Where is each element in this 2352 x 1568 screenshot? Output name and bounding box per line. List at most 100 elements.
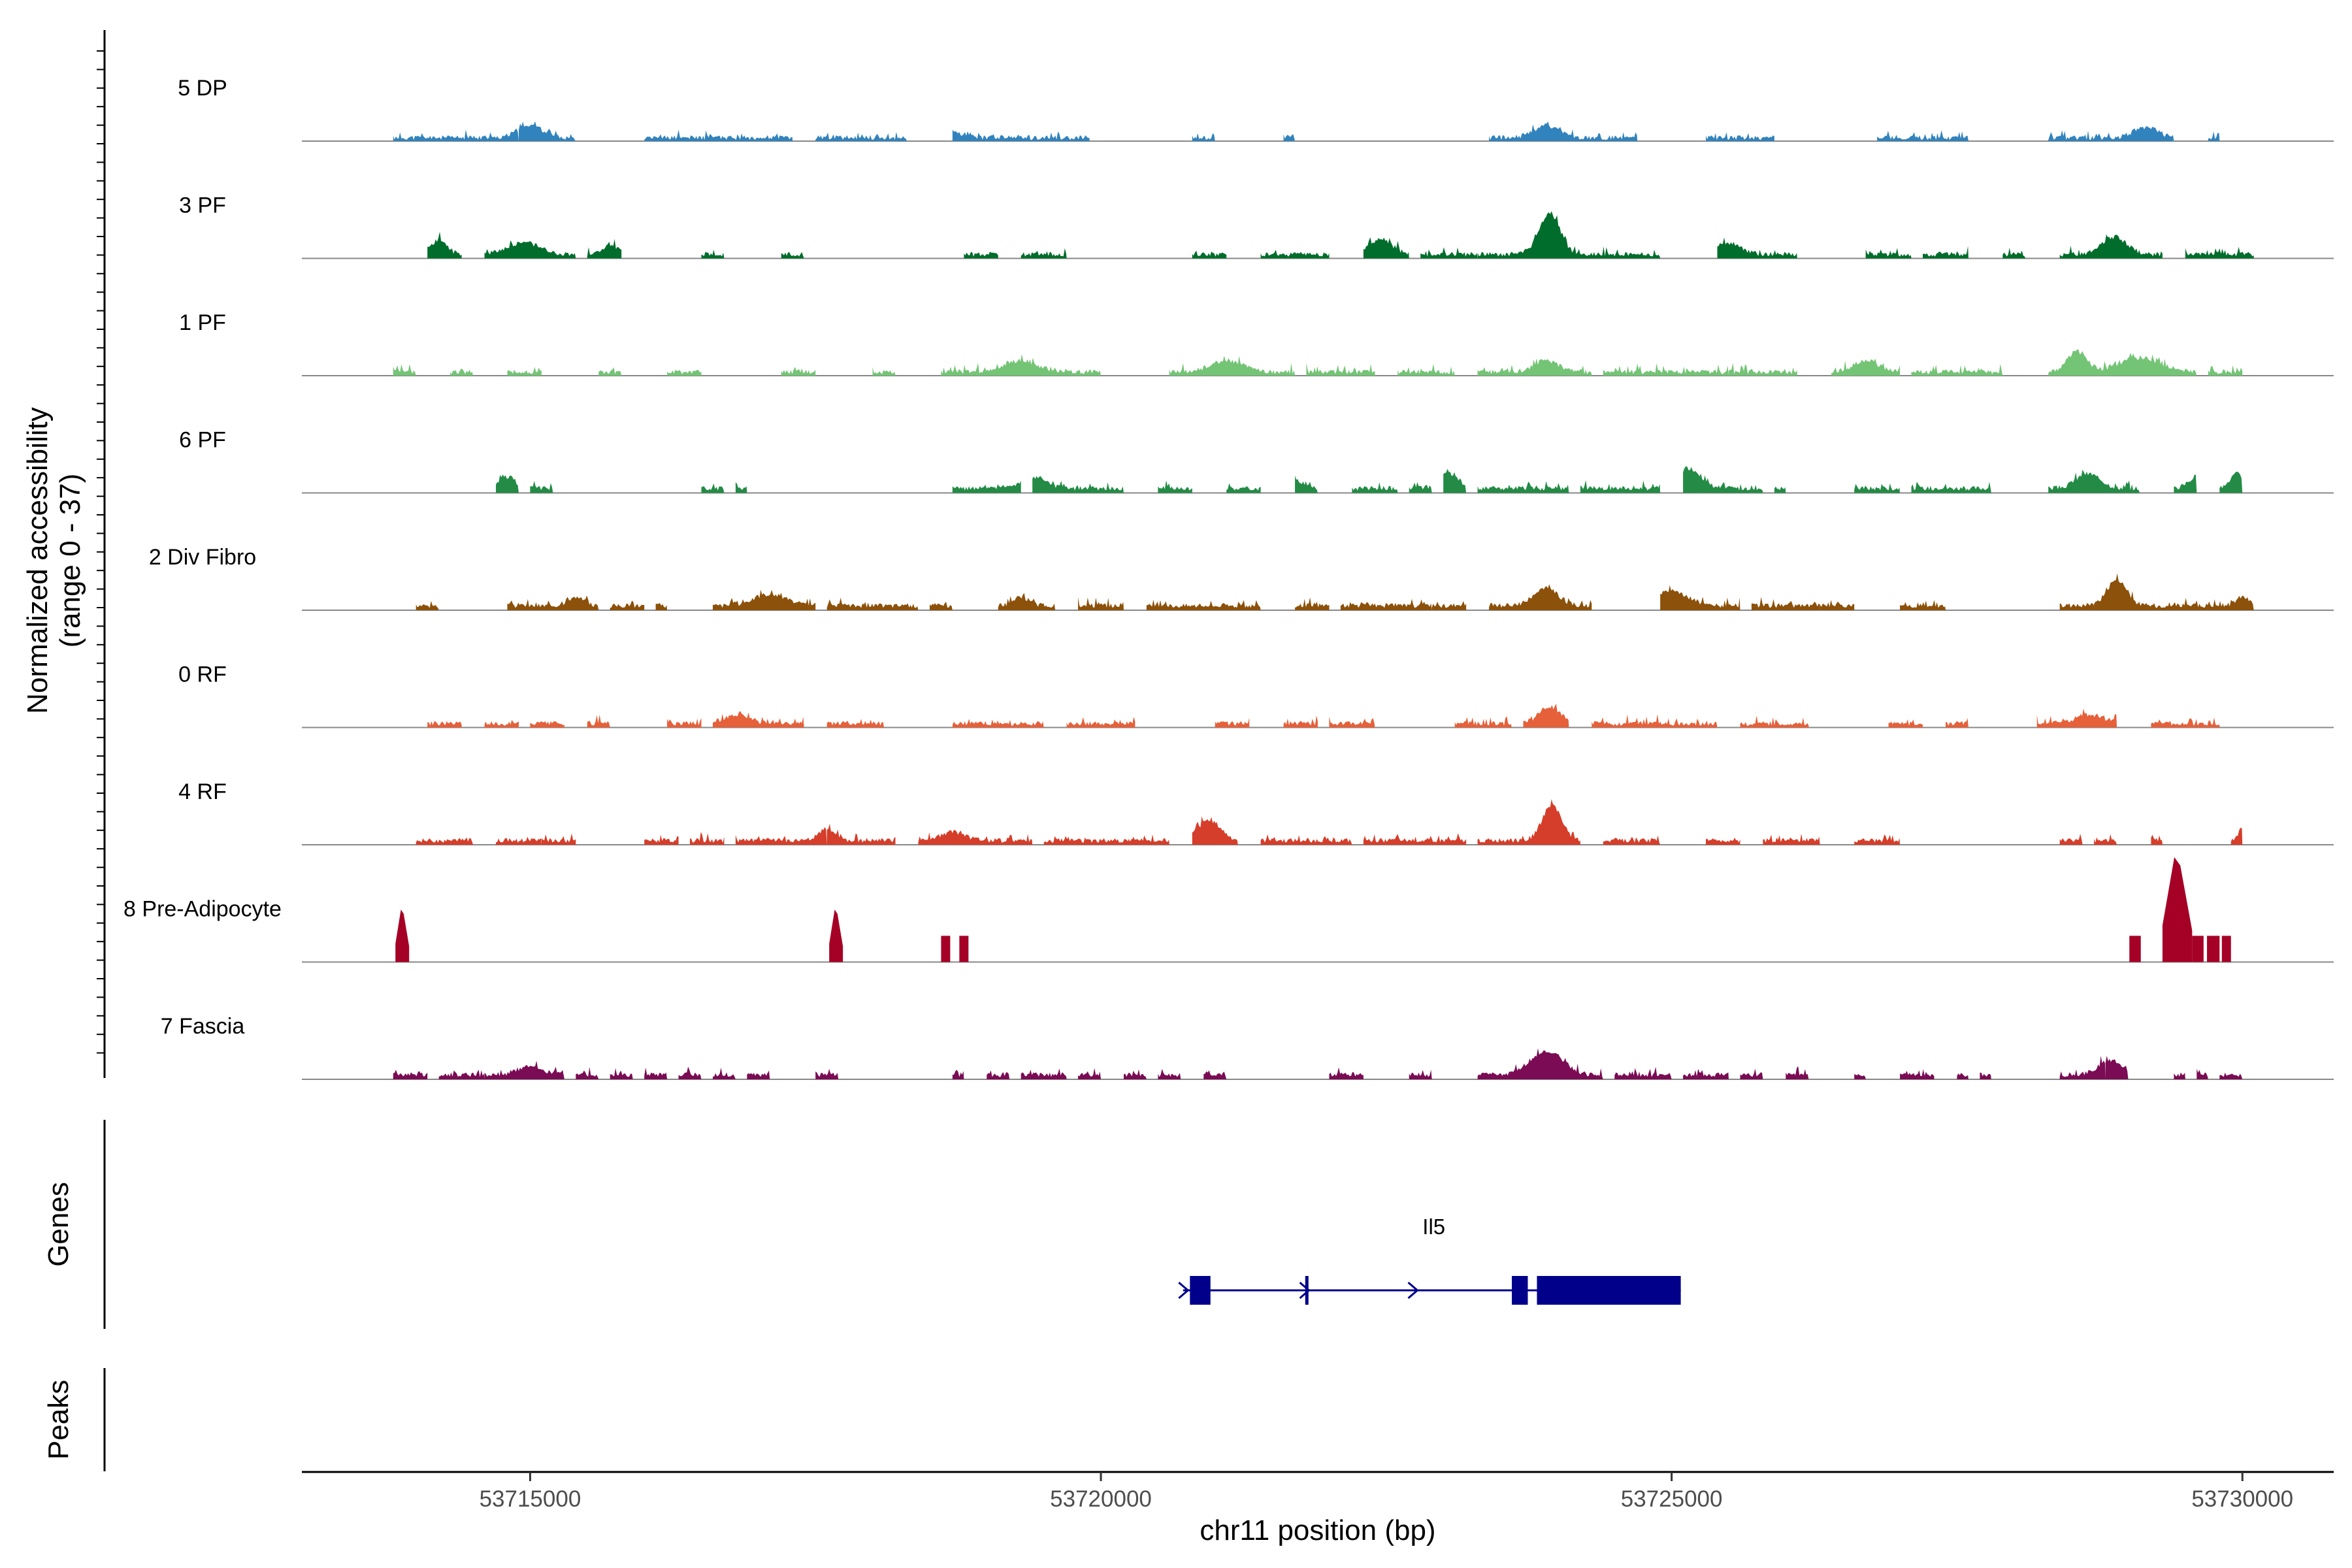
coverage-region	[1021, 248, 1067, 259]
gene-strand-arrow	[1178, 1281, 1190, 1299]
x-axis-tick-label: 53720000	[1050, 1486, 1152, 1512]
track-7-fascia: 7 Fascia	[161, 1014, 2334, 1080]
coverage-region	[1740, 1068, 1763, 1079]
coverage-region	[1123, 1069, 1147, 1079]
coverage-region	[1911, 482, 1991, 493]
track-label: 7 Fascia	[161, 1014, 245, 1039]
track-5-dp: 5 DP	[178, 76, 2334, 142]
coverage-region	[1192, 816, 1238, 845]
coverage-region	[1911, 364, 2003, 376]
coverage-region	[1477, 211, 1661, 259]
coverage-region	[1066, 717, 1135, 728]
coverage-region	[655, 602, 668, 610]
coverage-region	[1169, 355, 1296, 376]
coverage-block	[2162, 857, 2193, 962]
coverage-region	[2105, 1056, 2129, 1079]
coverage-region	[541, 833, 576, 845]
x-axis-tick-label: 53715000	[480, 1486, 581, 1512]
coverage-region	[1706, 132, 1774, 141]
track-3-pf: 3 PF	[179, 193, 2334, 259]
coverage-region	[1592, 714, 1718, 728]
coverage-region	[2174, 474, 2197, 493]
track-2-div-fibro: 2 Div Fibro	[149, 545, 2334, 611]
coverage-region	[1477, 358, 1592, 376]
coverage-region	[998, 593, 1056, 610]
coverage-region	[1900, 1069, 1935, 1079]
coverage-region	[598, 367, 622, 376]
coverage-region	[427, 721, 462, 728]
coverage-region	[1329, 1067, 1364, 1079]
coverage-region	[496, 474, 519, 493]
coverage-region	[1512, 799, 1580, 845]
coverage-region	[1763, 834, 1820, 845]
coverage-region	[929, 602, 953, 610]
coverage-region	[2094, 573, 2254, 610]
coverage-region	[678, 1066, 702, 1079]
coverage-block	[2221, 936, 2231, 962]
coverage-region	[2048, 125, 2174, 141]
coverage-region	[735, 482, 747, 493]
coverage-region	[1043, 836, 1135, 845]
coverage-region	[952, 480, 1021, 493]
coverage-block	[2192, 936, 2204, 962]
coverage-region	[1477, 481, 1569, 493]
track-label: 8 Pre-Adipocyte	[123, 897, 282, 922]
x-axis-title: chr11 position (bp)	[1200, 1514, 1435, 1546]
gene-strand-arrow	[1299, 1281, 1311, 1299]
coverage-block	[395, 909, 410, 962]
coverage-region	[427, 231, 462, 259]
coverage-region	[1854, 483, 1901, 493]
coverage-region	[1751, 596, 1820, 610]
coverage-region	[587, 238, 622, 259]
track-6-pf: 6 PF	[179, 428, 2334, 494]
x-axis-tick-label: 53730000	[2191, 1486, 2293, 1512]
coverage-region	[1614, 1066, 1672, 1079]
coverage-region	[1032, 476, 1124, 493]
track-8-pre-adipocyte: 8 Pre-Adipocyte	[123, 857, 2334, 963]
y-axis-title-line1: Normalized accessibility	[22, 407, 54, 713]
coverage-region	[952, 1070, 964, 1079]
coverage-region	[1477, 838, 1512, 845]
coverage-region	[1717, 237, 1797, 259]
gene-exon	[1190, 1276, 1211, 1305]
coverage-region	[2094, 834, 2117, 845]
coverage-region	[1078, 1068, 1102, 1079]
coverage-region	[1420, 247, 1478, 259]
coverage-region	[587, 715, 610, 728]
coverage-region	[1945, 718, 1968, 728]
coverage-region	[952, 129, 1090, 141]
coverage-region	[644, 1068, 668, 1079]
coverage-region	[781, 367, 816, 376]
gene-exon	[1305, 1276, 1309, 1305]
coverage-region	[1786, 1066, 1809, 1079]
peaks-panel-title: Peaks	[42, 1380, 74, 1460]
coverage-region	[1283, 715, 1318, 728]
coverage-region	[952, 719, 1044, 728]
coverage-region	[1831, 358, 1901, 376]
coverage-region	[530, 481, 553, 493]
coverage-region	[610, 600, 645, 610]
coverage-region	[1397, 364, 1455, 376]
coverage-region	[1306, 363, 1375, 376]
coverage-region	[712, 589, 816, 610]
coverage-region	[450, 837, 474, 845]
coverage-region	[815, 1069, 839, 1079]
coverage-region	[2059, 834, 2083, 845]
coverage-region	[1363, 237, 1409, 259]
coverage-region	[1900, 600, 1946, 610]
coverage-region	[872, 367, 896, 376]
coverage-region	[826, 597, 919, 610]
coverage-region	[735, 827, 827, 845]
coverage-region	[1660, 585, 1740, 610]
coverage-region	[1295, 475, 1318, 493]
coverage-region	[1146, 599, 1261, 610]
coverage-region	[1021, 1068, 1067, 1079]
coverage-y-axis	[97, 30, 106, 1078]
genes-panel: Genes Il5	[42, 1120, 1681, 1329]
coverage-region	[1363, 833, 1467, 845]
coverage-region	[918, 830, 1033, 845]
coverage-region	[438, 1070, 485, 1079]
coverage-region	[1854, 1073, 1866, 1079]
coverage-region	[1409, 1070, 1432, 1079]
